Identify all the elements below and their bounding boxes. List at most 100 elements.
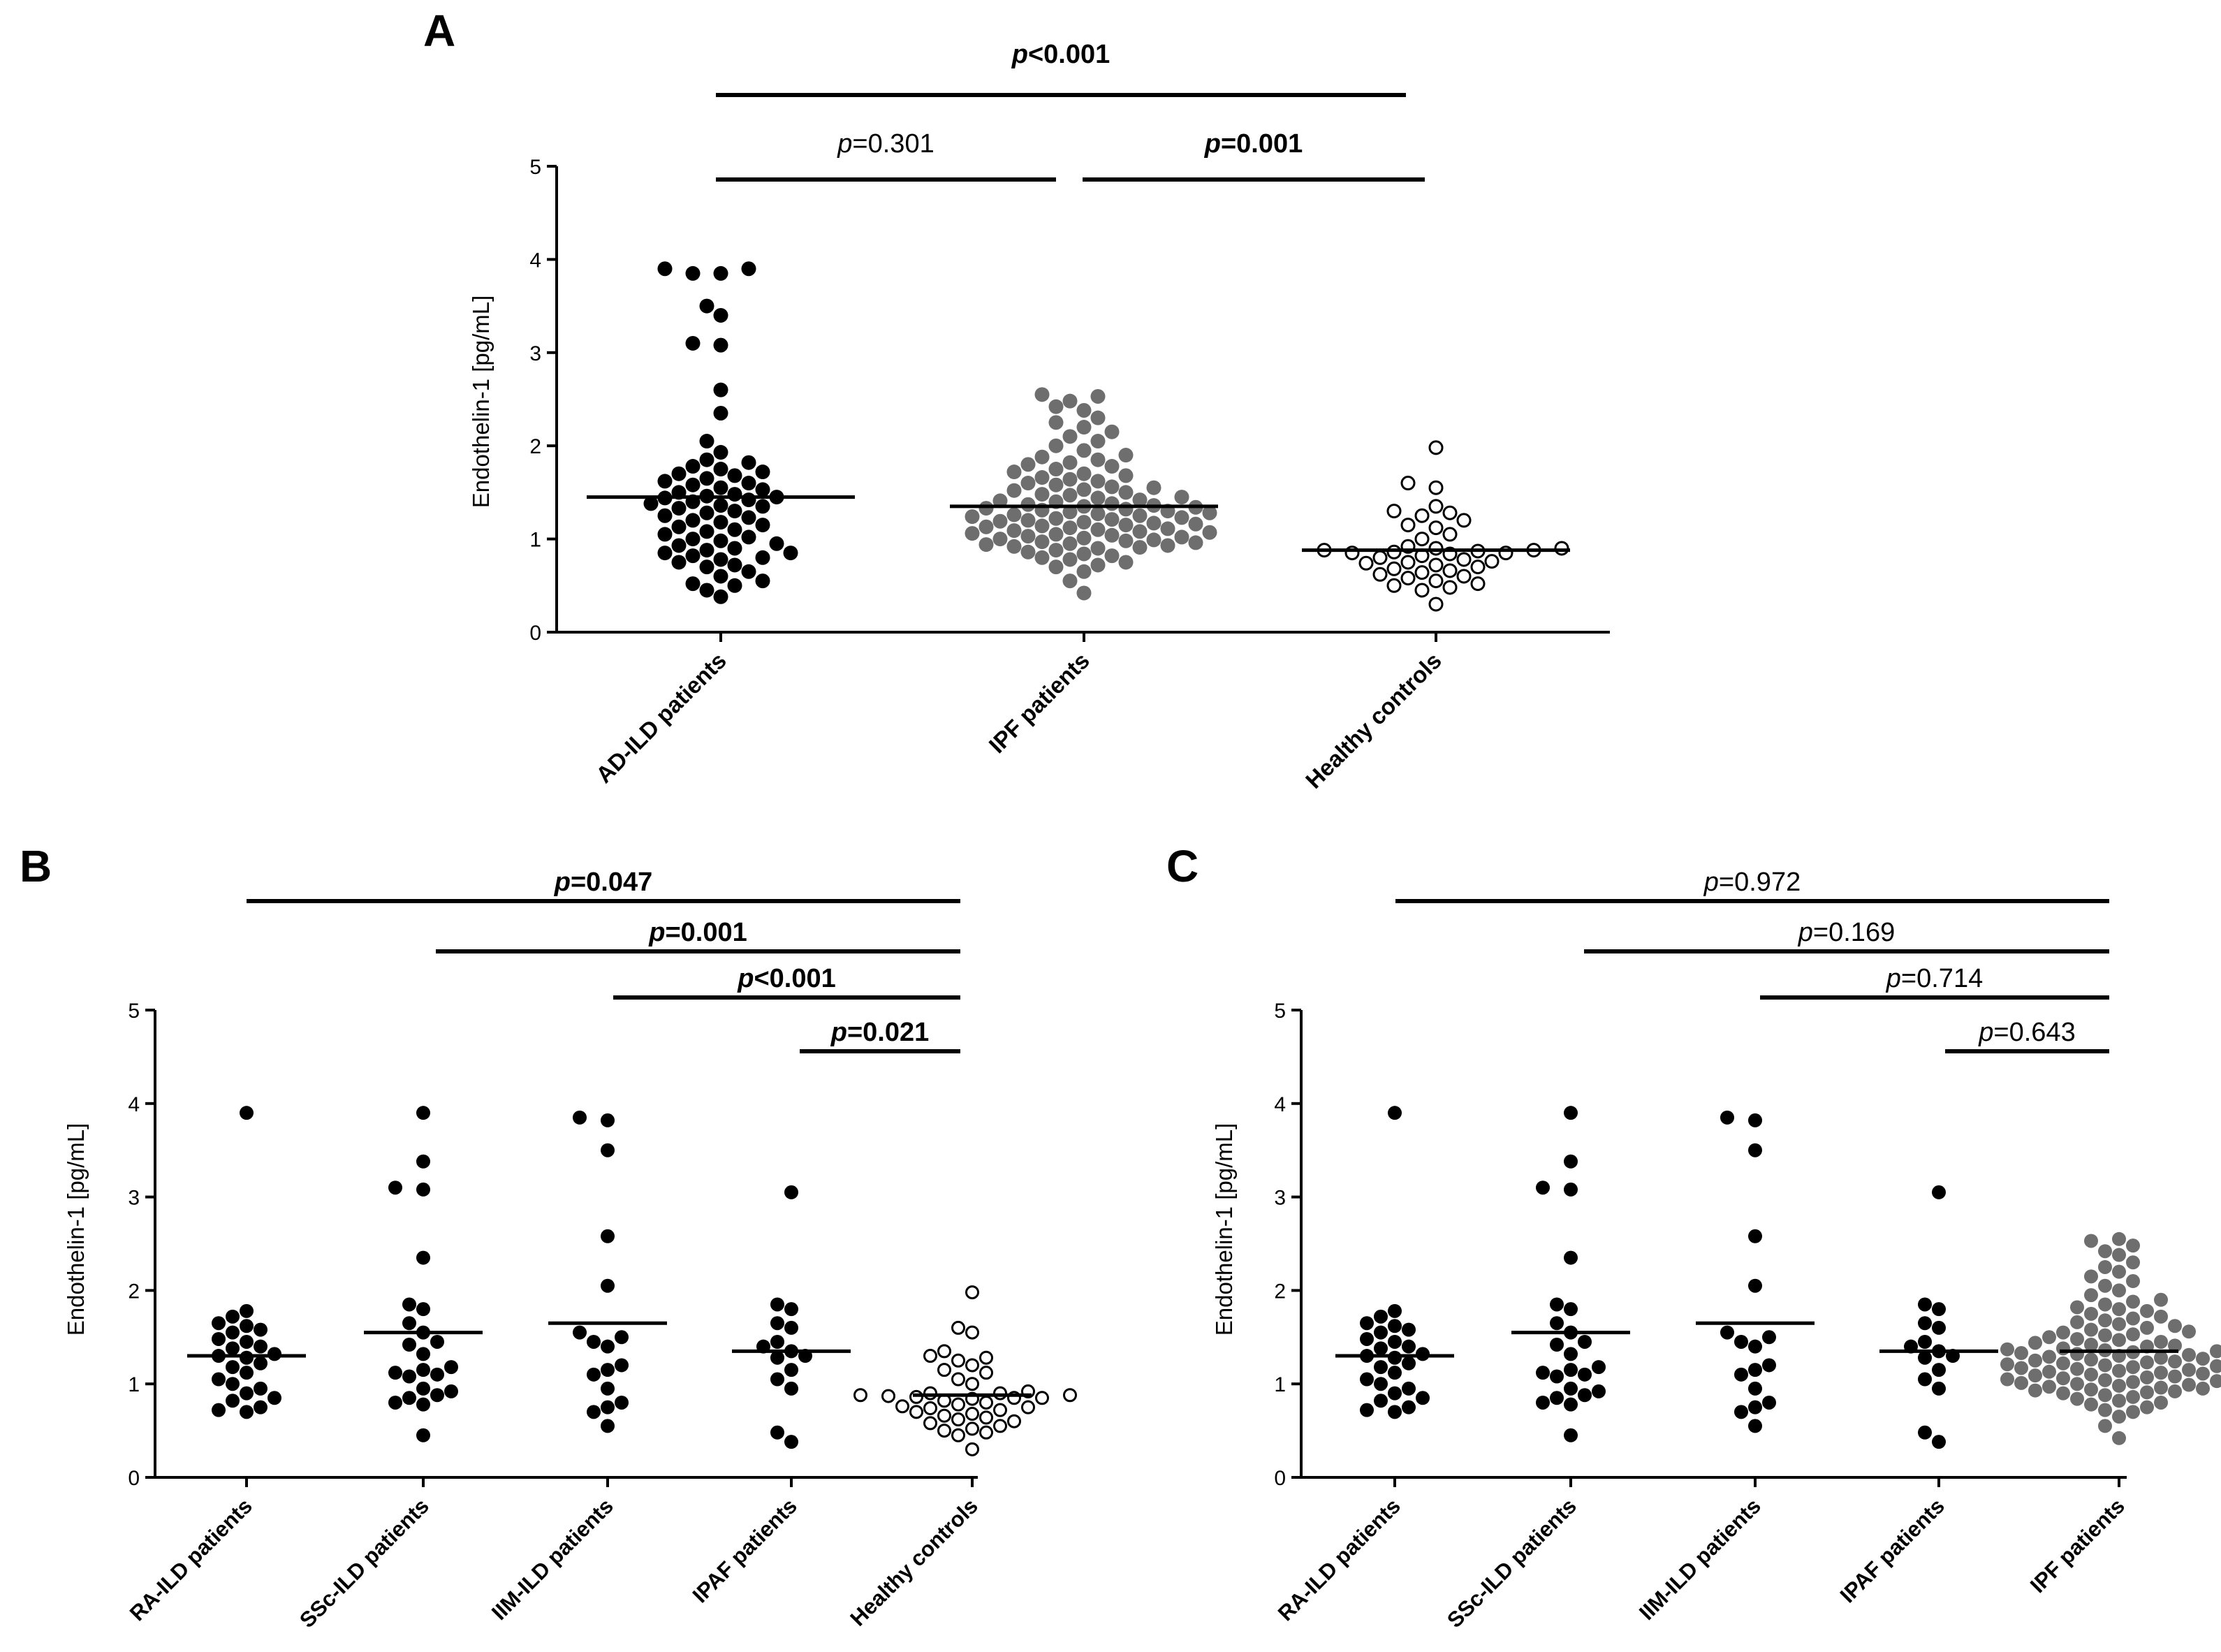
panel-b-data-point — [993, 1419, 1007, 1433]
panel-a-data-point — [727, 468, 742, 483]
panel-a-data-point — [755, 482, 770, 497]
panel-c-data-point — [1748, 1363, 1762, 1377]
panel-c-data-point — [2098, 1259, 2112, 1274]
panel-a-data-point — [755, 573, 770, 589]
panel-b-data-point — [784, 1363, 798, 1377]
panel-c-data-point — [2056, 1341, 2070, 1356]
panel-c-y-tick-label: 0 — [1274, 1467, 1286, 1490]
panel-c-data-point — [1720, 1110, 1734, 1125]
panel-b-data-point — [416, 1381, 430, 1396]
panel-b-data-point — [784, 1320, 798, 1335]
panel-c-data-point — [2168, 1384, 2182, 1398]
panel-c-data-point — [2112, 1431, 2126, 1445]
panel-a-data-point — [1202, 525, 1217, 540]
panel-c-data-point — [1564, 1106, 1578, 1120]
panel-c-data-point — [2126, 1294, 2140, 1309]
panel-a-data-point — [1062, 429, 1078, 444]
panel-c-data-point — [1550, 1391, 1564, 1405]
panel-a-x-tick-label: AD-ILD patients — [591, 648, 731, 788]
panel-a-data-point — [1104, 459, 1120, 474]
panel-a-data-point — [727, 522, 742, 537]
panel-c-data-point — [1416, 1347, 1430, 1361]
panel-c-data-point — [2168, 1319, 2182, 1333]
panel-c-p-value: p=0.714 — [1886, 964, 1983, 993]
panel-c-data-point — [1416, 1391, 1430, 1405]
panel-b-data-point — [951, 1428, 965, 1442]
panel-c-data-point — [1374, 1309, 1388, 1324]
panel-a-data-point — [1428, 557, 1444, 573]
panel-b-x-tick-label: IPAF patients — [688, 1493, 802, 1607]
panel-b-data-point — [430, 1388, 444, 1403]
panel-b-data-point — [573, 1110, 587, 1125]
panel-a-data-point — [1470, 560, 1486, 575]
panel-a-data-point — [1062, 520, 1078, 536]
panel-c-plot: 0 1 2 3 4 5 RA-ILD patients SSc-ILD patients IIM… — [1273, 868, 2221, 1632]
panel-a-data-point — [1076, 466, 1092, 481]
panel-b-data-point — [416, 1106, 430, 1120]
panel-b-data-point — [951, 1372, 965, 1387]
panel-c-data-point — [2098, 1358, 2112, 1373]
panel-a-data-point — [1034, 387, 1050, 402]
panel-c-data-point — [1536, 1180, 1550, 1195]
panel-a-data-point — [1484, 554, 1500, 569]
panel-c-data-point — [1402, 1339, 1416, 1354]
panel-a-data-point — [992, 513, 1008, 529]
panel-b-y-tick-label: 3 — [128, 1187, 140, 1210]
panel-c-data-point — [2126, 1327, 2140, 1342]
panel-c-data-point — [2182, 1377, 2196, 1392]
panel-a-data-point — [1442, 563, 1458, 578]
panel-c-data-point — [1360, 1331, 1374, 1346]
panel-c-data-point — [2056, 1356, 2070, 1370]
panel-a-data-point — [741, 261, 756, 277]
panel-a-data-point — [1076, 443, 1092, 458]
panel-c-data-point — [1578, 1367, 1592, 1382]
panel-a-data-point — [1132, 508, 1148, 523]
panel-c-data-point — [2112, 1394, 2126, 1408]
panel-b-data-point — [909, 1389, 923, 1404]
panel-b-data-point — [226, 1341, 240, 1356]
panel-a-data-point — [657, 261, 673, 277]
panel-a-data-point — [1048, 399, 1064, 414]
panel-a-data-point — [657, 508, 673, 523]
panel-c-data-point — [2098, 1297, 2112, 1312]
panel-c-data-point — [2056, 1386, 2070, 1401]
panel-a-data-point — [713, 589, 728, 604]
panel-a-data-point — [741, 476, 756, 491]
panel-c-data-point — [2098, 1244, 2112, 1259]
panel-c-data-point — [1388, 1303, 1402, 1318]
panel-c-data-point — [1734, 1367, 1748, 1382]
panel-c-data-point — [2126, 1255, 2140, 1270]
panel-c-data-point — [2014, 1375, 2028, 1390]
panel-a-data-point — [1006, 483, 1022, 498]
panel-b-data-point — [416, 1182, 430, 1197]
panel-b-data-point — [965, 1421, 979, 1436]
panel-b-data-point — [212, 1316, 226, 1331]
panel-b-x-tick-label: SSc-ILD patients — [295, 1493, 434, 1632]
panel-a-data-point — [713, 462, 728, 477]
panel-a-data-point — [1006, 539, 1022, 554]
panel-c-data-point — [1578, 1334, 1592, 1349]
panel-c-y-tick-label: 2 — [1274, 1280, 1286, 1303]
panel-c-data-point — [2070, 1331, 2084, 1346]
panel-c-data-point — [1388, 1366, 1402, 1380]
panel-b-data-point — [240, 1366, 254, 1380]
panel-b-data-point — [573, 1325, 587, 1340]
panel-c-data-point — [1388, 1405, 1402, 1419]
panel-c-data-point — [2168, 1338, 2182, 1353]
panel-b-p-value: p=0.047 — [554, 868, 653, 897]
panel-a-data-point — [741, 510, 756, 525]
panel-a-data-point — [1090, 474, 1106, 489]
panel-c-data-point — [2098, 1388, 2112, 1403]
panel-a-data-point — [965, 509, 980, 525]
panel-c-data-point — [1564, 1381, 1578, 1396]
panel-a-data-point — [1090, 452, 1106, 467]
panel-a-data-point — [978, 537, 994, 553]
panel-b-data-point — [254, 1381, 267, 1396]
panel-a-data-point — [1372, 566, 1388, 582]
panel-a-data-point — [685, 265, 701, 281]
panel-b-data-point — [965, 1325, 979, 1340]
panel-a: A Endothelin-1 [pg/mL] 0 1 2 3 4 5 AD-ILD pati… — [423, 6, 1610, 794]
panel-b-data-point — [226, 1394, 240, 1408]
panel-a-data-point — [1174, 510, 1189, 525]
panel-a-data-point — [1118, 555, 1134, 570]
